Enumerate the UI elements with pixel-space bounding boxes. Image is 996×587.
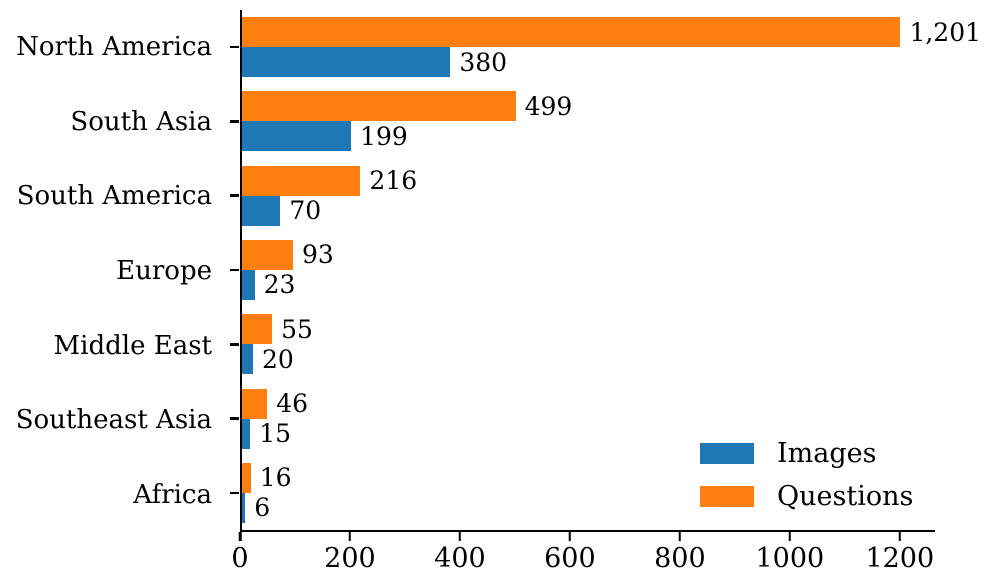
bar-questions-southeast-asia bbox=[242, 388, 268, 419]
x-axis-tick-label: 1200 bbox=[865, 543, 935, 574]
legend: Images Questions bbox=[700, 440, 913, 510]
bar-images-southeast-asia bbox=[242, 418, 251, 449]
plot-groups: 1,201 380 499 199 216 70 93 23 55 20 46 15 16 6 bbox=[242, 10, 981, 530]
x-axis-tick-label: 800 bbox=[654, 543, 706, 574]
legend-entry-questions: Questions bbox=[700, 483, 913, 510]
bar-value-label: 15 bbox=[259, 419, 292, 449]
bar-group-south-asia: 499 199 bbox=[242, 84, 935, 158]
legend-entry-images: Images bbox=[700, 440, 913, 467]
bar-questions-north-america bbox=[242, 17, 901, 48]
x-axis-tick-label: 0 bbox=[231, 543, 249, 574]
y-axis-tick-mark bbox=[230, 194, 239, 197]
y-axis-tick-mark bbox=[230, 45, 239, 49]
x-axis-tick-mark bbox=[238, 532, 242, 541]
legend-swatch-questions bbox=[700, 486, 754, 507]
bar-images-europe bbox=[242, 269, 255, 300]
bar-value-label: 20 bbox=[261, 344, 294, 374]
bar-line: 70 bbox=[242, 195, 935, 226]
bar-questions-south-asia bbox=[242, 91, 516, 122]
category-label-europe: Europe bbox=[116, 255, 212, 286]
y-axis-category-labels: North America South Asia South America Euro… bbox=[0, 10, 226, 532]
bar-line: 1,201 bbox=[242, 17, 981, 48]
bar-images-south-asia bbox=[242, 121, 352, 152]
bar-group-southeast-asia: 46 15 bbox=[242, 381, 935, 455]
bar-value-label: 23 bbox=[263, 270, 296, 300]
category-label-north-america: North America bbox=[16, 32, 212, 63]
category-label-africa: Africa bbox=[133, 479, 212, 510]
bar-line: 55 bbox=[242, 314, 935, 345]
x-axis: 0 200 400 600 800 1000 1200 bbox=[231, 532, 935, 587]
x-axis-tick-label: 400 bbox=[434, 543, 486, 574]
bar-group-middle-east: 55 20 bbox=[242, 307, 935, 381]
y-axis-tick-mark bbox=[230, 120, 239, 123]
legend-label: Questions bbox=[777, 481, 914, 512]
x-axis-tick-label: 600 bbox=[544, 543, 596, 574]
bar-group-africa: 16 6 bbox=[242, 456, 935, 530]
bar-line: 16 bbox=[242, 462, 935, 493]
category-label-southeast-asia: Southeast Asia bbox=[15, 405, 212, 436]
plot-area: 1,201 380 499 199 216 70 93 23 55 20 46 15 16 6 bbox=[230, 10, 981, 532]
bar-group-south-america: 216 70 bbox=[242, 159, 935, 233]
bar-questions-europe bbox=[242, 239, 293, 270]
x-axis-tick-mark bbox=[348, 532, 352, 541]
bar-images-north-america bbox=[242, 47, 451, 78]
bar-line: 20 bbox=[242, 344, 935, 375]
bar-value-label: 46 bbox=[276, 389, 309, 419]
bar-questions-south-america bbox=[242, 165, 361, 196]
bar-images-africa bbox=[242, 492, 246, 523]
x-axis-tick-mark bbox=[678, 532, 682, 541]
bar-questions-africa bbox=[242, 462, 251, 493]
legend-label: Images bbox=[777, 438, 877, 469]
y-axis-tick-mark bbox=[230, 491, 239, 495]
x-axis-tick-label: 1000 bbox=[755, 543, 825, 574]
x-axis-tick-mark bbox=[568, 532, 572, 541]
x-axis-tick-label: 200 bbox=[324, 543, 376, 574]
bar-value-label: 499 bbox=[524, 91, 573, 121]
bar-value-label: 1,201 bbox=[909, 17, 982, 47]
bar-line: 216 bbox=[242, 165, 935, 196]
category-label-south-america: South America bbox=[16, 181, 212, 212]
bar-value-label: 199 bbox=[360, 121, 408, 151]
bar-questions-middle-east bbox=[242, 314, 273, 345]
bar-images-middle-east bbox=[242, 344, 253, 375]
bar-group-europe: 93 23 bbox=[242, 233, 935, 307]
bar-line: 499 bbox=[242, 91, 935, 122]
bar-line: 380 bbox=[242, 47, 935, 78]
bar-value-label: 6 bbox=[254, 493, 271, 523]
bar-value-label: 16 bbox=[259, 463, 292, 493]
bar-line: 6 bbox=[242, 492, 935, 523]
bar-value-label: 216 bbox=[369, 166, 418, 196]
y-axis-tick-mark bbox=[230, 417, 239, 420]
bar-line: 46 bbox=[242, 388, 935, 419]
y-axis-tick-mark bbox=[230, 268, 239, 272]
bar-line: 15 bbox=[242, 418, 935, 449]
x-axis-tick-mark bbox=[898, 532, 902, 541]
bar-images-south-america bbox=[242, 195, 281, 226]
bar-group-north-america: 1,201 380 bbox=[242, 10, 981, 84]
x-axis-tick-mark bbox=[458, 532, 462, 541]
bar-line: 199 bbox=[242, 121, 935, 152]
bar-line: 23 bbox=[242, 269, 935, 300]
bar-value-label: 70 bbox=[289, 196, 322, 226]
y-axis-tick-mark bbox=[230, 343, 239, 346]
bar-value-label: 380 bbox=[459, 47, 508, 77]
legend-swatch-images bbox=[700, 443, 754, 464]
bar-value-label: 55 bbox=[281, 314, 313, 344]
category-label-south-asia: South Asia bbox=[70, 106, 212, 137]
bar-value-label: 93 bbox=[301, 240, 334, 270]
bar-line: 93 bbox=[242, 239, 935, 270]
category-label-middle-east: Middle East bbox=[53, 330, 212, 361]
x-axis-tick-mark bbox=[788, 532, 792, 541]
